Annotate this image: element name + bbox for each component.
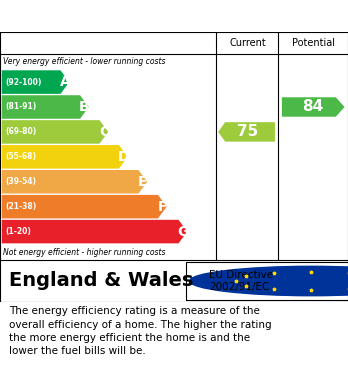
Bar [186,262,348,300]
Text: Current: Current [229,38,266,48]
Text: Very energy efficient - lower running costs: Very energy efficient - lower running co… [3,57,165,66]
Circle shape [190,266,348,296]
Polygon shape [2,220,187,243]
Text: Potential: Potential [292,38,335,48]
Text: (1-20): (1-20) [5,227,31,236]
Polygon shape [2,95,89,119]
Text: Not energy efficient - higher running costs: Not energy efficient - higher running co… [3,248,165,256]
Text: A: A [60,75,70,89]
Text: 75: 75 [237,124,258,140]
Text: F: F [158,200,167,213]
Polygon shape [2,120,108,143]
Text: D: D [118,150,129,164]
Polygon shape [282,97,345,117]
Text: Energy Efficiency Rating: Energy Efficiency Rating [9,7,238,25]
Text: (39-54): (39-54) [5,177,36,186]
Text: EU Directive
2002/91/EC: EU Directive 2002/91/EC [209,270,273,292]
Text: (69-80): (69-80) [5,127,37,136]
Polygon shape [2,70,69,94]
Text: (21-38): (21-38) [5,202,37,211]
Polygon shape [2,170,147,194]
Text: England & Wales: England & Wales [9,271,193,291]
Polygon shape [218,122,275,142]
Text: C: C [99,125,109,139]
Text: B: B [79,100,90,114]
Text: E: E [138,175,148,189]
Text: G: G [177,224,189,239]
Text: (92-100): (92-100) [5,77,42,86]
Text: (81-91): (81-91) [5,102,37,111]
Text: (55-68): (55-68) [5,152,36,161]
Text: 84: 84 [302,99,324,115]
Polygon shape [2,145,128,169]
Text: The energy efficiency rating is a measure of the
overall efficiency of a home. T: The energy efficiency rating is a measur… [9,307,271,356]
Polygon shape [2,195,167,219]
